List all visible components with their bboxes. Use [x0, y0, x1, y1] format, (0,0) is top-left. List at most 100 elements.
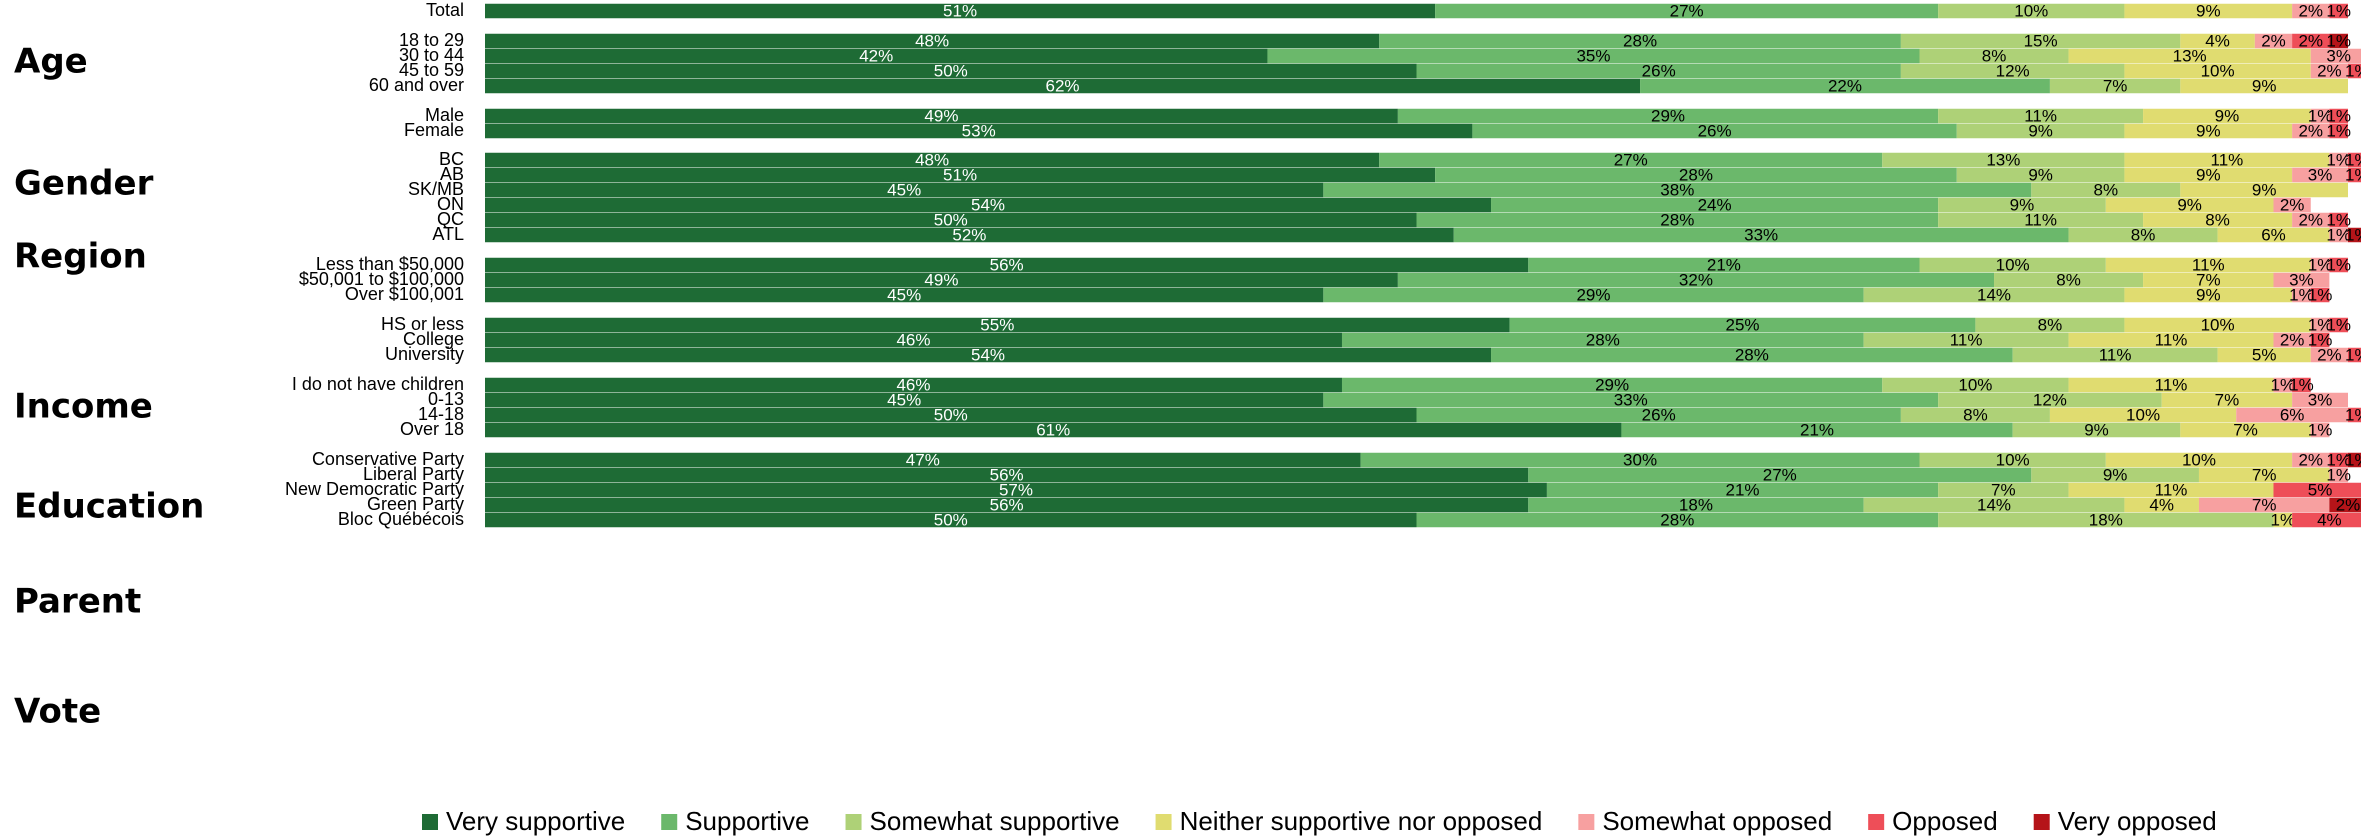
legend-item-very-supportive: Very supportive — [422, 806, 625, 836]
data-label-very-opposed: 1% — [2345, 450, 2361, 469]
bar-segment-somewhat-opposed — [2273, 197, 2311, 213]
data-label-somewhat-supportive: 8% — [1963, 405, 1988, 424]
data-label-very-supportive: 47% — [906, 450, 940, 469]
bar-segment-somewhat-supportive — [1975, 317, 2125, 333]
data-label-opposed: 1% — [2326, 121, 2351, 140]
data-label-opposed: 1% — [2326, 210, 2351, 229]
bar-segment-somewhat-opposed — [2329, 152, 2348, 168]
data-label-somewhat-supportive: 14% — [1977, 495, 2011, 514]
data-label-opposed: 1% — [2308, 330, 2333, 349]
bar-atl: 52% 33% 8% 6% 1%1% — [485, 225, 2361, 244]
bar-segment-somewhat-opposed — [2292, 212, 2330, 228]
data-label-somewhat-opposed: 3% — [2326, 46, 2351, 65]
data-label-supportive: 28% — [1679, 165, 1713, 184]
bar-segment-very-supportive — [485, 33, 1380, 49]
bar-male: 49% 29% 11% 9% 1%1% — [485, 106, 2351, 125]
data-label-neither-supportive-nor-opposed: 11% — [2155, 330, 2188, 349]
bar-segment-supportive — [1416, 512, 1939, 528]
data-label-opposed: 1% — [2345, 405, 2361, 424]
data-label-supportive: 33% — [1744, 225, 1778, 244]
data-label-somewhat-supportive: 8% — [2131, 225, 2156, 244]
bar-segment-opposed — [2348, 152, 2361, 168]
bar-segment-somewhat-supportive — [1956, 167, 2125, 183]
bar-segment-opposed — [2329, 123, 2348, 139]
data-label-opposed: 1% — [2345, 345, 2361, 364]
data-label-neither-supportive-nor-opposed: 9% — [2252, 180, 2277, 199]
row-label-bc: BC — [439, 149, 464, 169]
bar-segment-supportive — [1621, 422, 2013, 438]
bar-segment-somewhat-opposed — [2310, 48, 2361, 64]
data-label-very-supportive: 54% — [971, 345, 1005, 364]
data-label-neither-supportive-nor-opposed: 7% — [2215, 390, 2240, 409]
data-label-very-supportive: 53% — [962, 121, 996, 140]
legend-item-neither-supportive-nor-opposed: Neither supportive nor opposed — [1155, 806, 1542, 836]
data-label-somewhat-opposed: 2% — [2317, 61, 2342, 80]
row-label-14-18: 14-18 — [418, 404, 464, 424]
data-label-somewhat-opposed: 3% — [2308, 165, 2333, 184]
row-label-liberal-party: Liberal Party — [363, 464, 464, 484]
bar-segment-very-supportive — [485, 512, 1417, 528]
data-label-somewhat-opposed: 2% — [2280, 330, 2305, 349]
group-label-vote: Vote — [14, 692, 101, 732]
bar-segment-somewhat-opposed — [2273, 377, 2293, 393]
bar-segment-opposed — [2310, 332, 2330, 348]
bar-segment-somewhat-supportive — [2068, 227, 2218, 243]
bar-segment-supportive — [1397, 272, 1995, 288]
data-label-very-supportive: 46% — [896, 330, 930, 349]
bar-segment-supportive — [1435, 3, 1939, 19]
data-label-somewhat-supportive: 11% — [2024, 106, 2057, 125]
data-label-very-supportive: 51% — [943, 1, 977, 20]
bar-segment-supportive — [1435, 167, 1957, 183]
bar-i-do-not-have-children: 46% 29% 10% 11% 1%1% — [485, 375, 2314, 394]
bar-60-and-over: 62% 22% 7% 9% — [485, 76, 2348, 95]
data-label-neither-supportive-nor-opposed: 11% — [2211, 150, 2244, 169]
group-label-gender: Gender — [14, 164, 154, 204]
data-label-somewhat-opposed: 2% — [2298, 210, 2323, 229]
data-label-very-supportive: 55% — [980, 315, 1014, 334]
data-label-somewhat-supportive: 15% — [2024, 31, 2058, 50]
data-label-neither-supportive-nor-opposed: 9% — [2215, 106, 2240, 125]
data-label-neither-supportive-nor-opposed: 9% — [2196, 121, 2221, 140]
bar-on: 54% 24% 9% 9% 2% — [485, 195, 2311, 214]
bar-segment-neither-supportive-nor-opposed — [2180, 182, 2348, 198]
bar-segment-somewhat-supportive — [1956, 123, 2125, 139]
bar-segment-very-opposed — [2329, 33, 2348, 49]
bar-segment-neither-supportive-nor-opposed — [2068, 482, 2274, 498]
bar-segment-supportive — [1416, 212, 1939, 228]
data-label-neither-supportive-nor-opposed: 11% — [2192, 255, 2225, 274]
data-label-neither-supportive-nor-opposed: 9% — [2252, 76, 2277, 95]
data-label-somewhat-supportive: 9% — [2103, 465, 2128, 484]
bar-segment-very-supportive — [485, 407, 1417, 423]
row-label-qc: QC — [437, 209, 464, 229]
data-label-somewhat-opposed: 3% — [2308, 390, 2333, 409]
row-label-college: College — [403, 329, 464, 349]
bar-segment-very-supportive — [485, 272, 1398, 288]
data-label-opposed: 1% — [2345, 150, 2361, 169]
bar-segment-somewhat-supportive — [2012, 422, 2181, 438]
legend: Very supportive Supportive Somewhat suppor… — [422, 806, 2217, 836]
data-label-very-supportive: 56% — [990, 465, 1024, 484]
bar-liberal-party: 56% 27% 9% 7% 1% — [485, 465, 2351, 484]
bar-segment-supportive — [1472, 123, 1957, 139]
data-label-neither-supportive-nor-opposed: 11% — [2155, 480, 2188, 499]
row-label-45-to-59: 45 to 59 — [399, 60, 464, 80]
legend-swatch — [1155, 814, 1172, 830]
data-label-opposed: 1% — [2326, 1, 2351, 20]
bar-segment-somewhat-opposed — [2292, 167, 2348, 183]
legend-swatch — [2033, 814, 2050, 830]
bar-segment-neither-supportive-nor-opposed — [2049, 407, 2237, 423]
data-label-neither-supportive-nor-opposed: 13% — [2173, 46, 2207, 65]
data-label-somewhat-supportive: 8% — [2094, 180, 2119, 199]
bar-30-to-44: 42% 35% 8% 13% 3% — [485, 46, 2361, 65]
bar-segment-somewhat-opposed — [2329, 467, 2348, 483]
bar-segment-somewhat-supportive — [1938, 212, 2144, 228]
bar-segment-supportive — [1323, 287, 1864, 303]
legend-swatch — [845, 814, 862, 830]
row-label-new-democratic-party: New Democratic Party — [285, 479, 464, 499]
bar-segment-supportive — [1323, 182, 2032, 198]
bar-segment-neither-supportive-nor-opposed — [2124, 63, 2311, 79]
data-label-somewhat-supportive: 7% — [2103, 76, 2128, 95]
legend-item-somewhat-supportive: Somewhat supportive — [845, 806, 1120, 836]
data-label-somewhat-supportive: 8% — [2038, 315, 2063, 334]
data-label-neither-supportive-nor-opposed: 7% — [2196, 270, 2221, 289]
